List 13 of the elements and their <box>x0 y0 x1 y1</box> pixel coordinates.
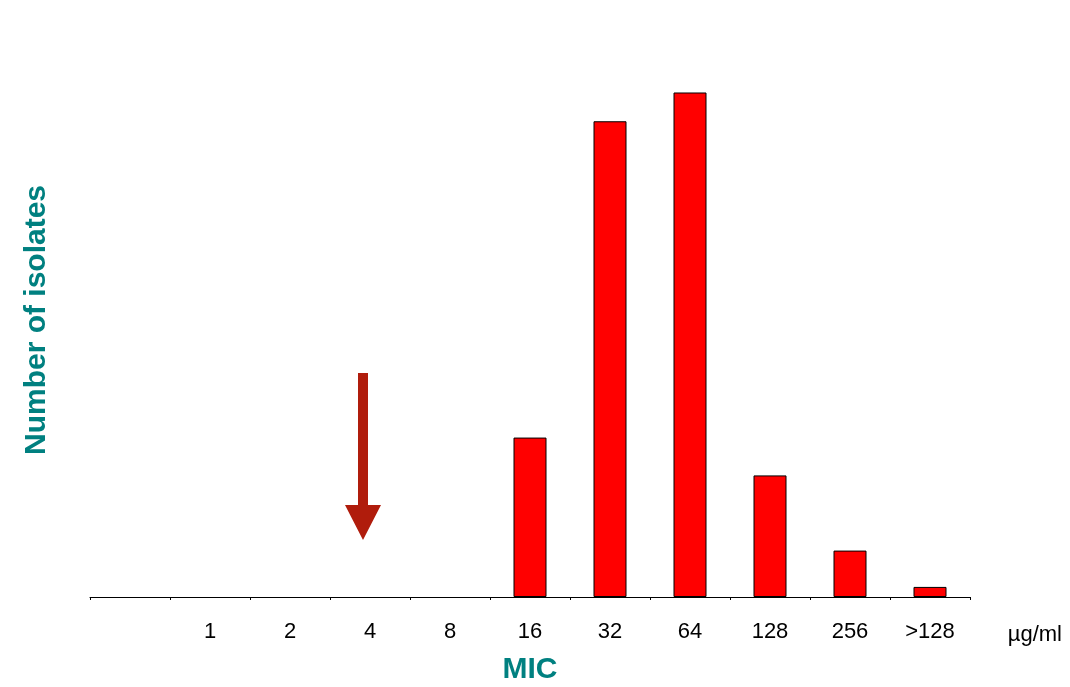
text: µg/ml <box>1007 620 1063 646</box>
x-tick-label: 2 <box>283 617 297 643</box>
x-tick-label: 32 <box>597 617 623 643</box>
x-tick-label: >128 <box>905 617 955 643</box>
x-tick-label: 64 <box>677 617 703 643</box>
x-tick-label: 1 <box>203 617 217 643</box>
x-tick-label: 128 <box>751 617 789 643</box>
x-tick-label: 256 <box>831 617 869 643</box>
x-tick-label: 8 <box>443 617 457 643</box>
x-tick-label: 4 <box>363 617 377 643</box>
x-tick-label: 16 <box>517 617 543 643</box>
x-axis-title: MIC <box>502 650 558 684</box>
y-axis-title: Number of isolates <box>17 184 51 456</box>
